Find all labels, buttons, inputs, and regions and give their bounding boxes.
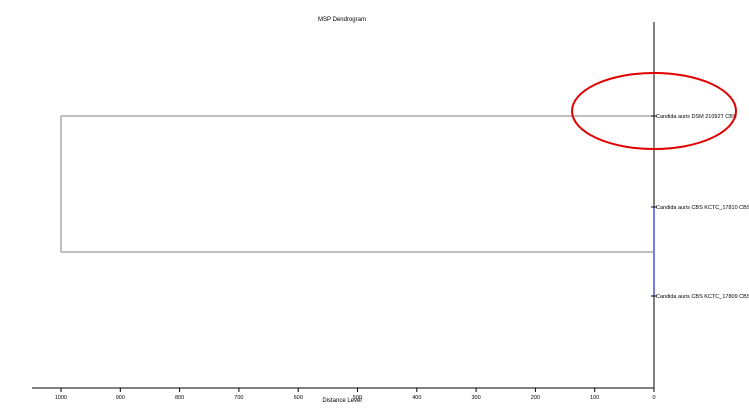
leaf-labels: Candida auris DSM 21092T CBS Candida auri…: [651, 114, 749, 300]
x-tick-label: 200: [531, 395, 540, 401]
x-tick-label: 500: [353, 395, 362, 401]
highlight-ellipse: [571, 72, 737, 150]
leaf-label: Candida auris CBS KCTC_17809 CBS: [656, 294, 749, 300]
leaf-label: Candida auris CBS KCTC_17810 CBS: [656, 205, 749, 211]
x-tick-label: 700: [234, 395, 243, 401]
dendrogram-tree: [60, 115, 655, 296]
x-tick-label: 900: [116, 395, 125, 401]
leaf-label: Candida auris DSM 21092T CBS: [656, 114, 737, 120]
x-axis-label: Distance Level: [322, 398, 361, 404]
x-tick-label: 800: [175, 395, 184, 401]
x-tick-label: 300: [472, 395, 481, 401]
x-tick-label: 600: [294, 395, 303, 401]
x-tick-label: 0: [652, 395, 655, 401]
x-tick-label: 1000: [55, 395, 67, 401]
x-axis-ticks: 1000 900 800 700 600 500 400 300 200 100 0: [55, 388, 656, 401]
x-tick-label: 400: [412, 395, 421, 401]
x-tick-label: 100: [590, 395, 599, 401]
chart-title: MSP Dendrogram: [318, 17, 366, 23]
